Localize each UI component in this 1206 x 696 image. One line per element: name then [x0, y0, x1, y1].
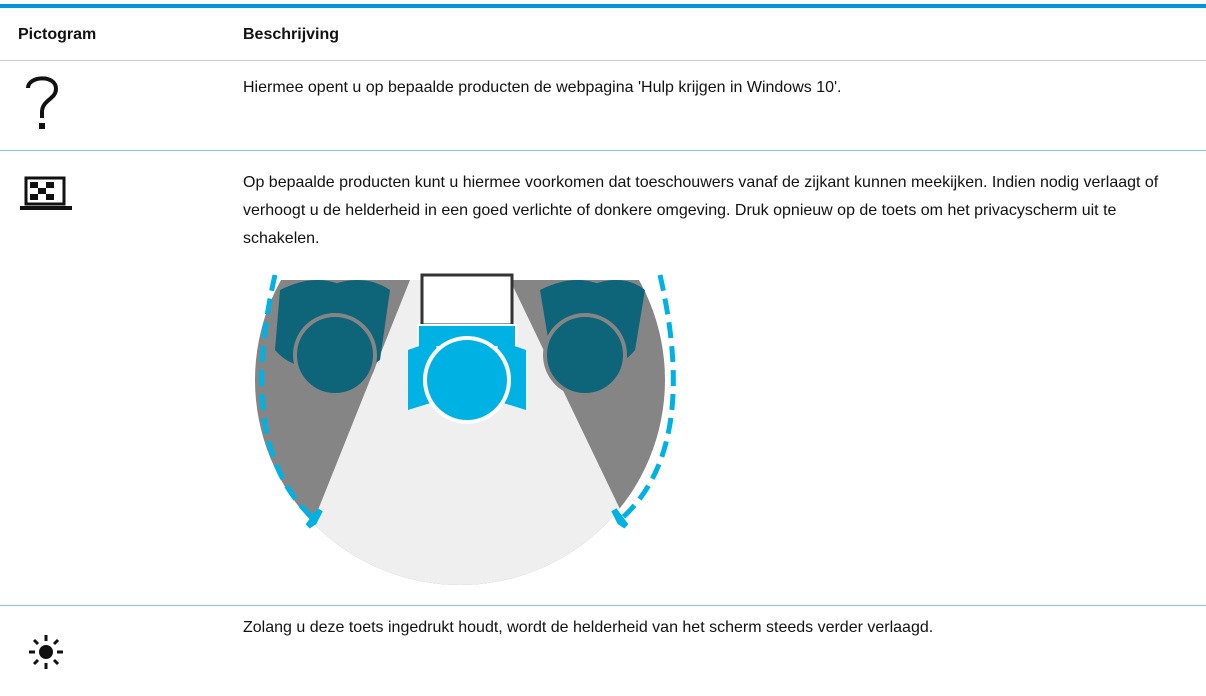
description: Op bepaalde producten kunt u hiermee voo…	[243, 174, 1159, 247]
help-icon	[26, 76, 59, 129]
column-header: Beschrijving	[243, 26, 340, 43]
column-header: Pictogram	[18, 26, 97, 43]
row-rule	[0, 605, 1206, 606]
privacy-illustration	[240, 270, 700, 585]
brightness-icon	[29, 635, 63, 669]
privacy-icon	[20, 176, 72, 210]
top-rule	[0, 4, 1206, 8]
description: Zolang u deze toets ingedrukt houdt, wor…	[243, 619, 934, 636]
description: Hiermee opent u op bepaalde producten de…	[243, 79, 842, 96]
row-rule	[0, 150, 1206, 151]
header-rule	[0, 60, 1206, 61]
